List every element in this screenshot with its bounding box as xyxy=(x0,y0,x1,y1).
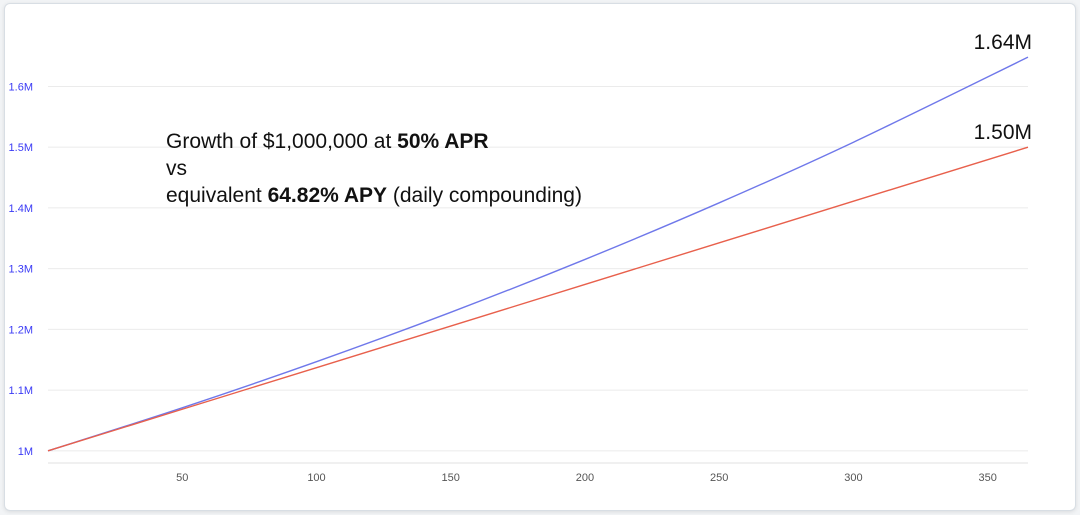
title-line-1-text: Growth of $1,000,000 at xyxy=(166,130,398,153)
y-tick-label: 1.3M xyxy=(9,264,33,276)
y-tick-label: 1.2M xyxy=(9,324,33,336)
y-tick-label: 1.1M xyxy=(9,385,33,397)
title-line-3-text: equivalent xyxy=(166,184,268,207)
series-line-apy xyxy=(47,56,1029,452)
title-line-1-bold: 50% APR xyxy=(397,130,489,153)
x-tick-label: 250 xyxy=(710,472,728,484)
title-line-3-bold: 64.82% APY xyxy=(267,184,388,207)
x-tick-label: 100 xyxy=(307,472,325,484)
series-line-apr xyxy=(47,146,1029,452)
x-axis-ticks: 50 100 150 200 250 300 350 xyxy=(176,472,997,484)
title-line-1: Growth of $1,000,000 at 50% APR xyxy=(166,128,582,155)
y-tick-label: 1M xyxy=(18,446,33,458)
title-line-2-text: vs xyxy=(166,157,187,180)
series-end-labels: 1.64M 1.50M xyxy=(974,31,1032,144)
y-tick-label: 1.6M xyxy=(9,81,33,93)
chart-title: Growth of $1,000,000 at 50% APR vs equiv… xyxy=(166,128,582,209)
title-line-3-suffix: (daily compounding) xyxy=(387,184,582,207)
series-lines xyxy=(47,56,1029,452)
x-tick-label: 350 xyxy=(979,472,997,484)
x-tick-label: 50 xyxy=(176,472,188,484)
grid-lines xyxy=(48,85,1028,464)
chart-card xyxy=(4,3,1076,511)
y-tick-label: 1.5M xyxy=(9,142,33,154)
y-axis-ticks: 1M 1.1M 1.2M 1.3M 1.4M 1.5M 1.6M xyxy=(9,81,33,457)
x-tick-label: 150 xyxy=(442,472,460,484)
title-line-3: equivalent 64.82% APY (daily compounding… xyxy=(166,182,582,209)
y-tick-label: 1.4M xyxy=(9,203,33,215)
end-label-apr: 1.50M xyxy=(974,121,1032,144)
end-label-apy: 1.64M xyxy=(974,31,1032,54)
x-tick-label: 300 xyxy=(844,472,862,484)
title-line-2: vs xyxy=(166,155,582,182)
x-tick-label: 200 xyxy=(576,472,594,484)
